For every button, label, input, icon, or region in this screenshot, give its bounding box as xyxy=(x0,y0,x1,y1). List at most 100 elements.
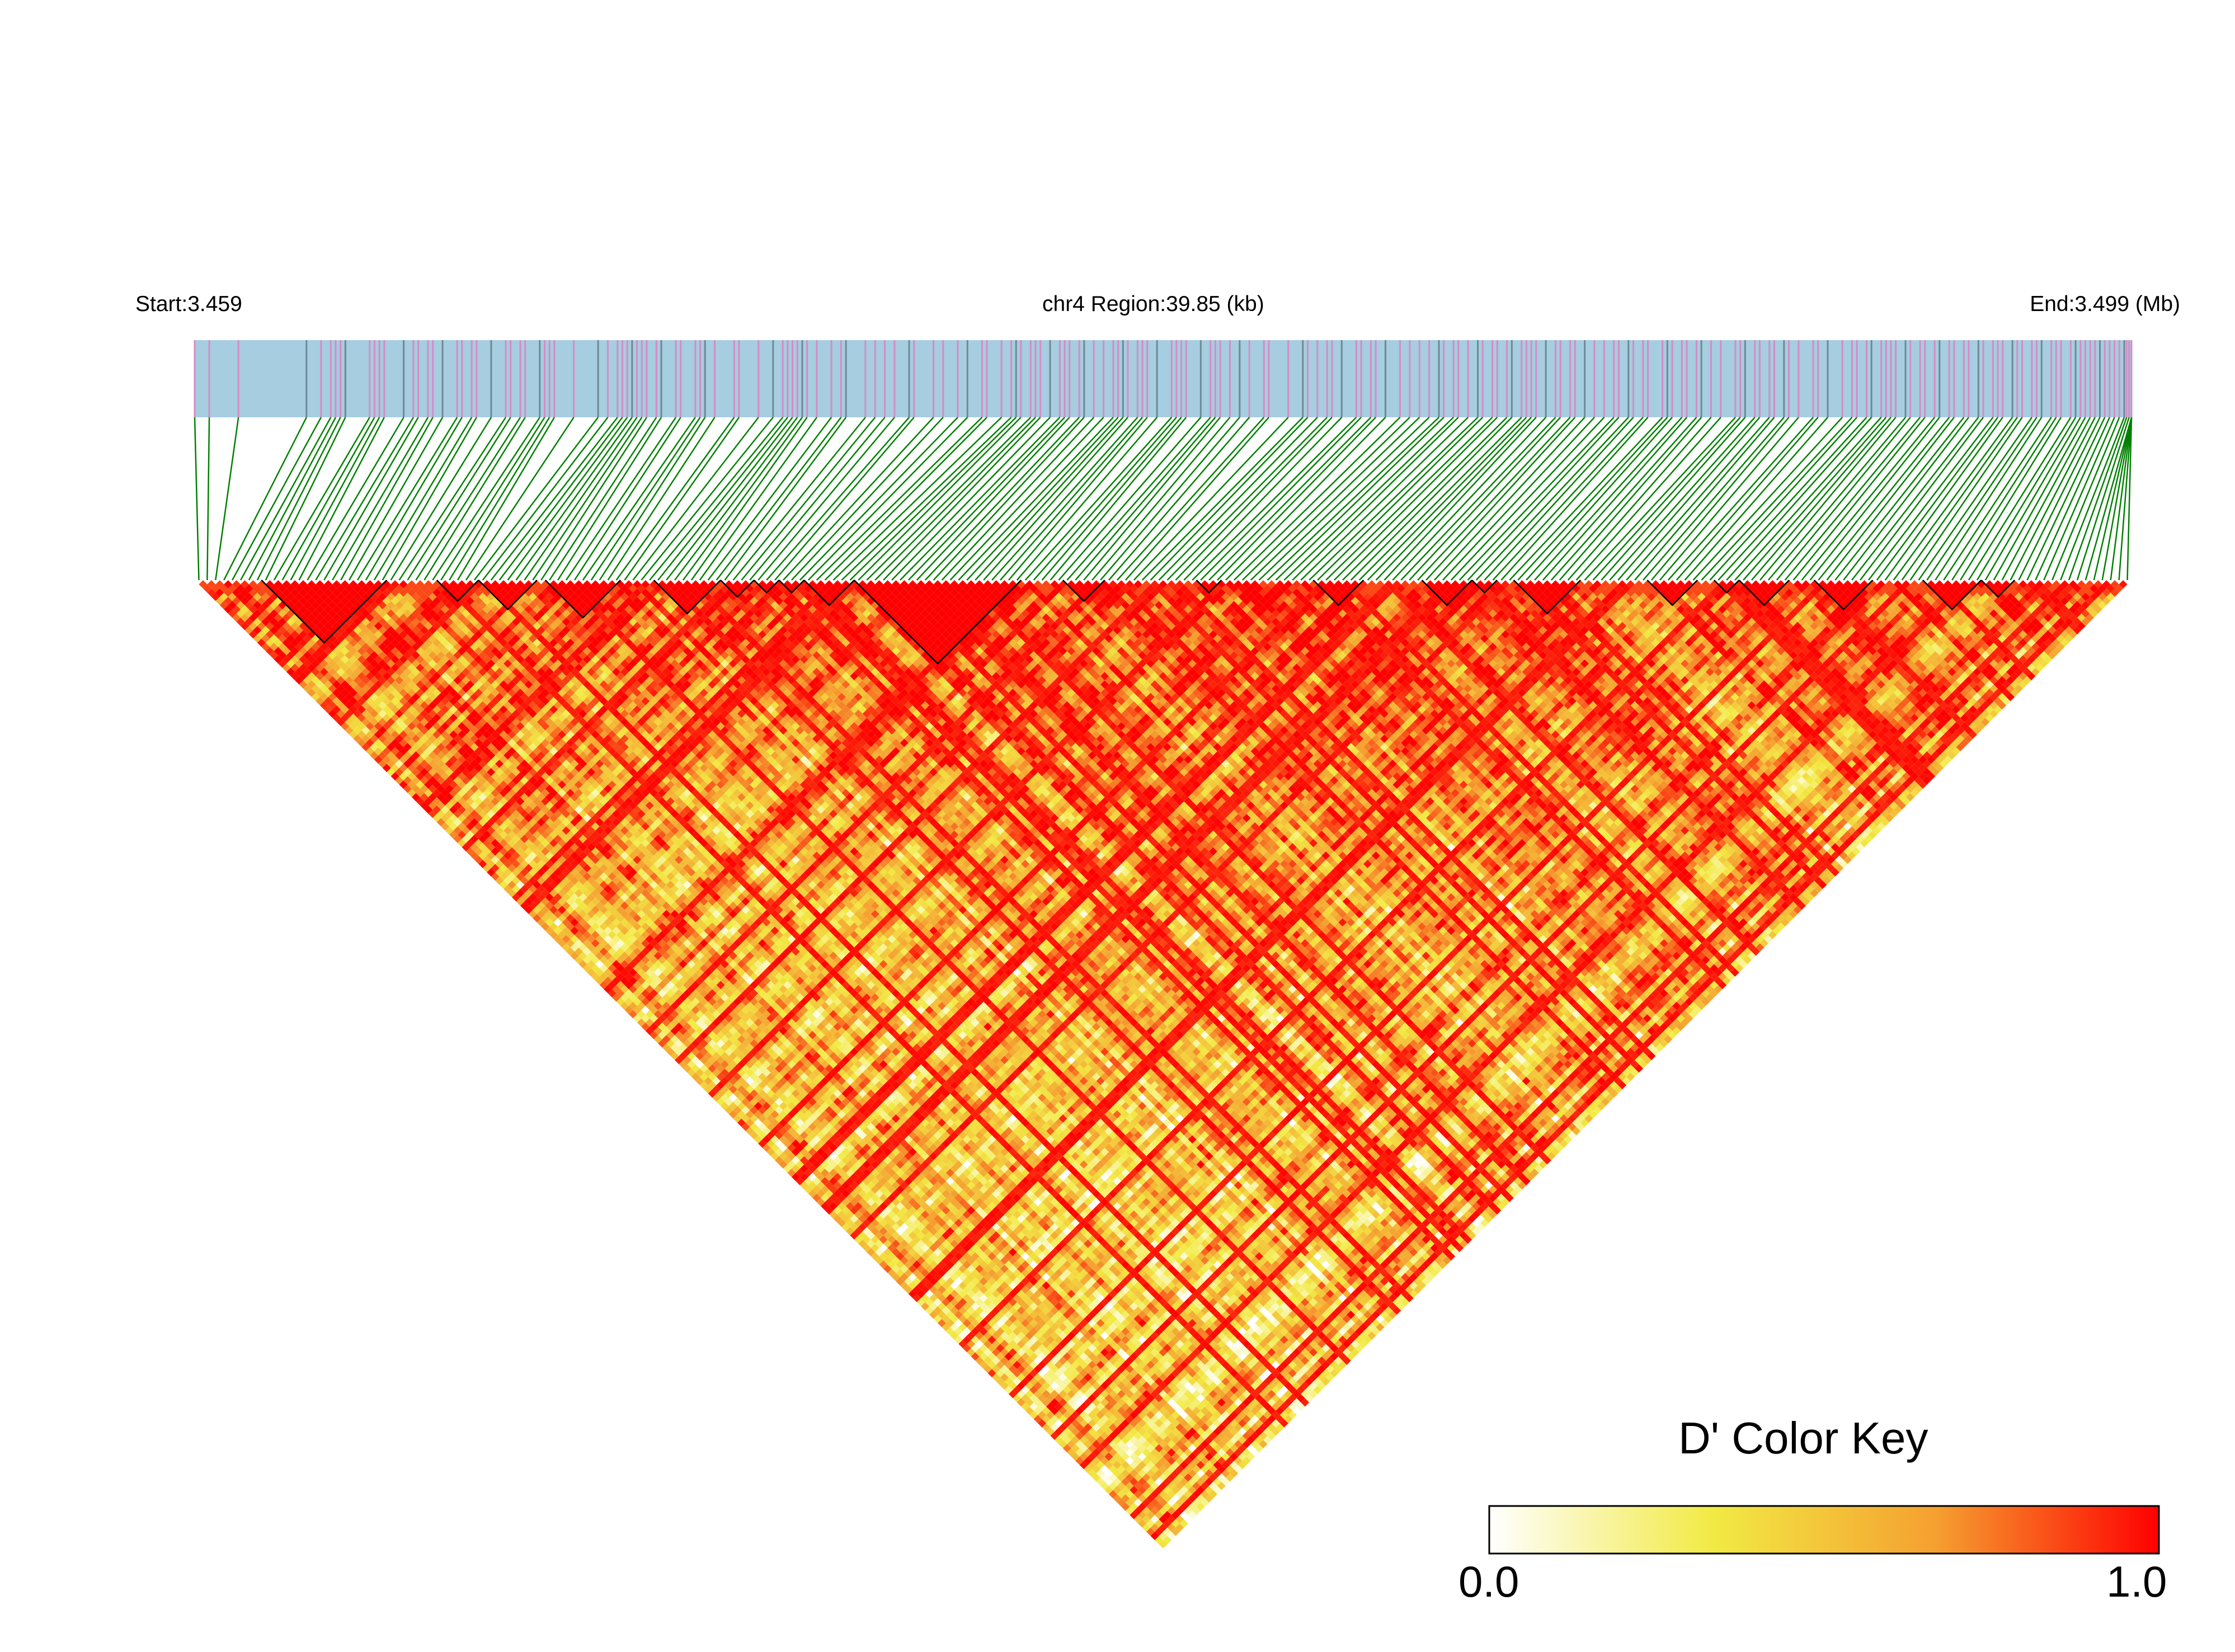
ld-cell xyxy=(566,914,575,923)
snp-connector-line xyxy=(1968,417,2072,581)
snp-connector-line xyxy=(449,417,550,581)
ld-cell xyxy=(984,1339,992,1348)
ld-cell xyxy=(984,1348,992,1357)
ld-cell xyxy=(799,1147,808,1156)
ld-cell xyxy=(867,1215,876,1223)
ld-cell xyxy=(1062,1436,1071,1444)
ld-cell xyxy=(374,722,383,731)
ld-cell xyxy=(241,613,249,622)
ld-cell xyxy=(445,826,454,835)
ld-cell xyxy=(762,1110,771,1119)
ld-cell xyxy=(236,592,245,601)
ld-cell xyxy=(916,1273,925,1282)
ld-cell xyxy=(253,626,262,634)
ld-cell xyxy=(436,818,445,827)
snp-connector-line xyxy=(315,417,415,581)
ld-cell xyxy=(1130,1477,1138,1486)
ld-cell xyxy=(1092,1465,1101,1474)
snp-connector-line xyxy=(1534,417,1683,581)
ld-cell xyxy=(829,1210,838,1219)
region-title: chr4 Region:39.85 (kb) xyxy=(1042,292,1264,317)
ld-cell xyxy=(1150,1507,1159,1515)
ld-cell xyxy=(1033,1415,1042,1424)
ld-cell xyxy=(424,764,433,773)
ld-cell xyxy=(845,1218,854,1227)
ld-cell xyxy=(1079,1452,1088,1461)
ld-cell xyxy=(1150,1515,1159,1524)
ld-cell xyxy=(858,1223,867,1231)
snp-connector-line xyxy=(1292,417,1459,581)
ld-cell xyxy=(1055,1427,1063,1436)
snp-connector-line xyxy=(256,417,341,581)
ld-cell xyxy=(458,839,466,848)
ld-cell xyxy=(916,1289,925,1298)
snp-connector-line xyxy=(1809,417,1940,581)
ld-cell xyxy=(604,952,613,960)
ld-cell xyxy=(900,1248,909,1256)
ld-cell xyxy=(762,1135,771,1144)
ld-cell xyxy=(303,684,312,693)
ld-cell xyxy=(704,1060,713,1069)
snp-connector-line xyxy=(457,417,555,581)
ld-cell xyxy=(524,905,533,914)
ld-cell xyxy=(1113,1494,1122,1503)
ld-cell xyxy=(424,789,433,797)
ld-cell xyxy=(353,718,362,727)
ld-cell xyxy=(219,601,228,610)
ld-cell xyxy=(879,1252,888,1261)
ld-cell xyxy=(336,709,345,718)
ld-cell xyxy=(524,881,533,889)
ld-cell xyxy=(395,759,404,768)
ld-cell xyxy=(244,601,253,610)
snp-connector-line xyxy=(1267,417,1439,581)
snp-connector-line xyxy=(1091,417,1231,581)
ld-cell xyxy=(741,1106,750,1115)
ld-cell xyxy=(883,1256,892,1265)
ld-cell xyxy=(1092,1456,1101,1465)
ld-cell xyxy=(1092,1473,1101,1482)
ld-cell xyxy=(799,1181,808,1190)
ld-cell xyxy=(829,1176,838,1185)
ld-cell xyxy=(1142,1515,1151,1524)
snp-connector-line xyxy=(2026,417,2106,581)
snp-connector-line xyxy=(2085,417,2133,581)
snp-connector-line xyxy=(1241,417,1410,581)
snp-connector-line xyxy=(323,417,419,581)
ld-cell xyxy=(1142,1498,1151,1507)
ld-cell xyxy=(424,780,433,789)
ld-cell xyxy=(295,634,303,643)
ld-cell xyxy=(582,947,591,956)
snp-connector-line xyxy=(1250,417,1420,581)
ld-cell xyxy=(1058,1415,1067,1424)
snp-connector-line xyxy=(1108,417,1250,581)
ld-cell xyxy=(975,1331,984,1340)
ld-cell xyxy=(1075,1423,1084,1432)
ld-cell xyxy=(487,868,496,877)
ld-cell xyxy=(336,693,345,702)
ld-cell xyxy=(1075,1432,1084,1441)
ld-cell xyxy=(445,801,454,810)
ld-cell xyxy=(558,914,567,923)
ld-cell xyxy=(403,751,412,760)
snp-connector-line xyxy=(1450,417,1605,581)
ld-cell xyxy=(904,1269,913,1278)
ld-cell xyxy=(762,1143,771,1152)
ld-cell xyxy=(558,939,567,948)
ld-cell xyxy=(1084,1456,1093,1465)
ld-cell xyxy=(796,1169,804,1177)
snp-connector-line xyxy=(1784,417,1921,581)
snp-connector-line xyxy=(757,417,895,581)
snp-connector-line xyxy=(1008,417,1148,581)
ld-cell xyxy=(841,1223,850,1231)
ld-cell xyxy=(387,735,396,743)
ld-cell xyxy=(804,1169,813,1177)
ld-cell xyxy=(804,1160,813,1169)
ld-cell xyxy=(374,738,383,747)
ld-cell xyxy=(1013,1369,1022,1378)
ld-cell xyxy=(365,713,374,722)
ld-cell xyxy=(791,1156,800,1165)
ld-cell xyxy=(474,822,483,831)
ld-cell xyxy=(704,1052,713,1061)
ld-cell xyxy=(1133,1490,1142,1499)
ld-cell xyxy=(954,1327,963,1336)
